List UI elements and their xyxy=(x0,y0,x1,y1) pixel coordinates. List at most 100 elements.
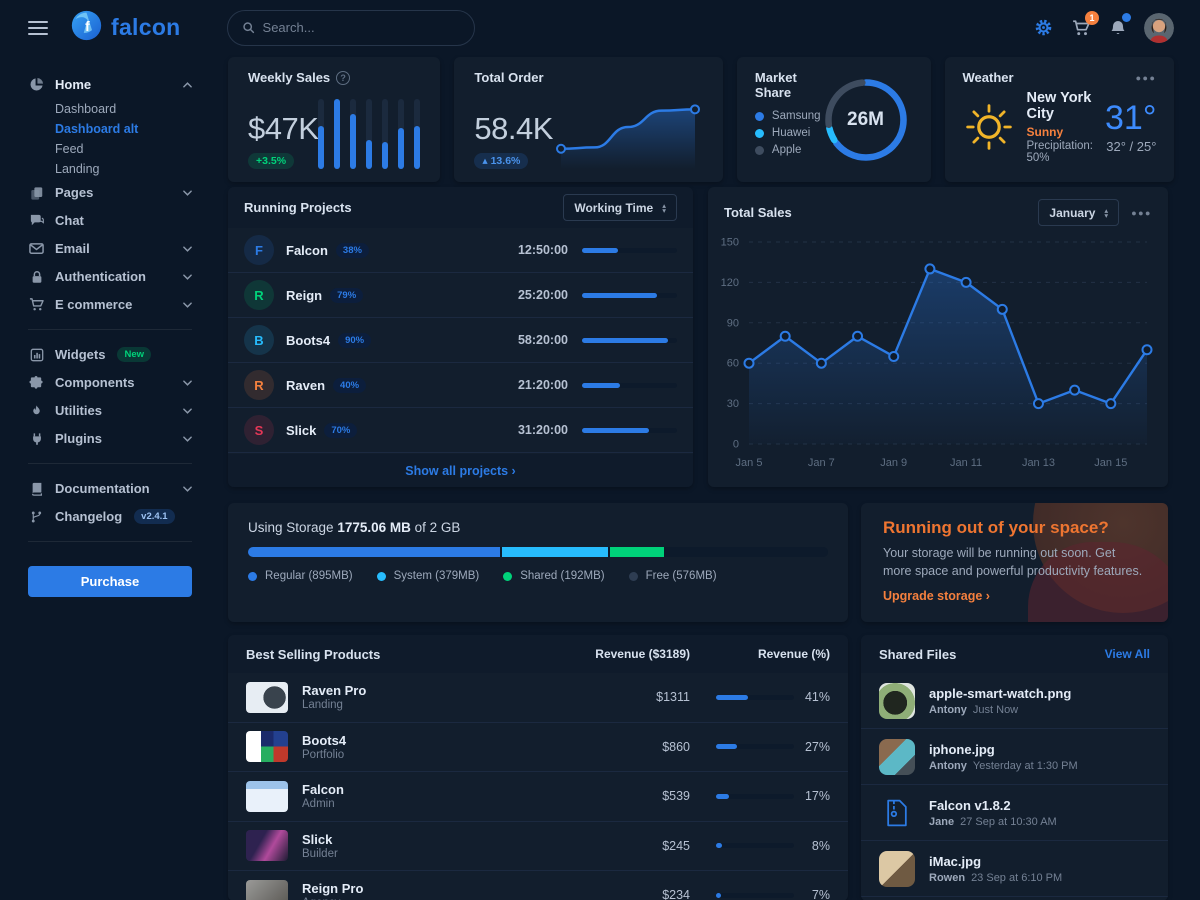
card-title: Shared Files xyxy=(879,646,957,662)
plug-icon xyxy=(28,432,45,446)
weather-city: New York City xyxy=(1026,90,1092,122)
project-time: 25:20:00 xyxy=(517,288,568,302)
ellipsis-icon[interactable]: ●●● xyxy=(1131,207,1152,218)
avatar[interactable] xyxy=(1144,12,1174,43)
project-time: 12:50:00 xyxy=(517,243,568,257)
product-revenue: $234 xyxy=(662,888,690,900)
logo[interactable]: f falcon xyxy=(70,9,181,47)
best-selling-body: Raven Pro Landing $1311 41% Boots4 Portfol… xyxy=(228,673,848,900)
sidebar-item-authentication[interactable]: Authentication xyxy=(28,263,192,290)
chevron-down-icon xyxy=(183,273,192,280)
project-name-link[interactable]: Raven xyxy=(286,377,326,393)
file-name-link[interactable]: iMac.jpg xyxy=(929,853,982,869)
gear-icon xyxy=(1034,18,1053,37)
search-icon xyxy=(242,21,255,34)
product-category: Portfolio xyxy=(302,748,345,761)
product-revenue: $860 xyxy=(662,739,690,754)
shared-file-row: iphone.jpg Antony Yesterday at 1:30 PM xyxy=(861,729,1168,785)
product-name-link[interactable]: Falcon xyxy=(302,782,344,798)
project-name-link[interactable]: Slick xyxy=(286,422,317,438)
legend-dot-icon xyxy=(754,111,764,121)
card-title: Running Projects xyxy=(244,200,352,215)
shared-file-row: Falcon v1.8.2 Jane 27 Sep at 10:30 AM xyxy=(861,785,1168,841)
search-box[interactable] xyxy=(226,9,475,46)
weekly-sales-bar xyxy=(366,99,373,169)
question-icon[interactable]: ? xyxy=(336,70,351,85)
working-time-select[interactable]: Working Time ▴ ▾ xyxy=(563,194,677,221)
project-progress-bar xyxy=(582,337,677,343)
legend-label: Samsung xyxy=(771,110,821,122)
view-all-link[interactable]: View All xyxy=(1104,647,1150,661)
chevron-down-icon xyxy=(183,407,192,414)
sidebar-item-label: Documentation xyxy=(55,481,150,496)
notification-dot xyxy=(1122,12,1131,22)
product-percent-bar xyxy=(716,694,794,700)
project-progress-bar xyxy=(582,382,677,388)
card-title: Best Selling Products xyxy=(246,646,381,662)
project-name-link[interactable]: Boots4 xyxy=(286,332,331,348)
project-progress-bar xyxy=(582,247,677,253)
product-percent: 8% xyxy=(811,838,830,853)
sidebar-item-utilities[interactable]: Utilities xyxy=(28,397,192,424)
product-percent: 7% xyxy=(811,888,830,900)
sidebar-item-dashboard-alt[interactable]: Dashboard alt xyxy=(55,122,139,136)
hamburger-menu-button[interactable] xyxy=(28,20,48,35)
product-thumbnail xyxy=(246,681,288,713)
card-title: Weather xyxy=(962,70,1014,85)
product-percent-bar xyxy=(716,843,794,849)
product-percent: 17% xyxy=(804,789,830,804)
search-input[interactable] xyxy=(262,20,460,35)
legend-label: Apple xyxy=(771,144,802,156)
cart-button[interactable]: 1 xyxy=(1070,10,1099,39)
show-all-projects-link[interactable]: Show all projects › xyxy=(405,463,516,478)
legend-dot-icon xyxy=(248,571,257,581)
market-share-legend: Samsung Huawei Apple xyxy=(754,110,821,156)
weekly-sales-bar xyxy=(382,99,389,169)
sidebar-item-e-commerce[interactable]: E commerce xyxy=(28,291,192,318)
product-thumbnail xyxy=(246,830,288,862)
svg-text:60: 60 xyxy=(727,358,739,370)
product-name-link[interactable]: Slick xyxy=(302,831,333,847)
svg-text:Jan 7: Jan 7 xyxy=(808,457,835,469)
sidebar-item-widgets[interactable]: Widgets New xyxy=(28,341,192,368)
sidebar-item-home[interactable]: Home xyxy=(28,71,192,98)
ellipsis-icon[interactable]: ●●● xyxy=(1135,72,1157,83)
project-name-link[interactable]: Falcon xyxy=(286,242,328,258)
sidebar-item-chat[interactable]: Chat xyxy=(28,207,192,234)
shared-files-card: Shared Files View All apple-smart-watch.… xyxy=(861,635,1168,900)
sidebar-item-pages[interactable]: Pages xyxy=(28,179,192,206)
sidebar-item-landing[interactable]: Landing xyxy=(55,162,100,176)
project-progress-bar xyxy=(582,427,677,433)
product-revenue: $245 xyxy=(662,838,690,853)
sidebar-badge: v2.4.1 xyxy=(134,509,175,524)
envelope-icon xyxy=(28,241,45,256)
product-name-link[interactable]: Raven Pro xyxy=(302,683,367,699)
upgrade-storage-link[interactable]: Upgrade storage › xyxy=(883,589,990,604)
file-name-link[interactable]: iphone.jpg xyxy=(929,741,995,757)
sidebar-item-email[interactable]: Email xyxy=(28,235,192,262)
sidebar-item-dashboard[interactable]: Dashboard xyxy=(55,102,117,116)
sidebar: Home Dashboard Dashboard alt Feed Landing Pag… xyxy=(0,55,216,900)
product-name-link[interactable]: Boots4 xyxy=(302,732,347,748)
legend-dot-icon xyxy=(754,145,764,155)
sidebar-item-documentation[interactable]: Documentation xyxy=(28,475,192,502)
project-row: R Reign 79% 25:20:00 xyxy=(228,273,693,318)
product-name-link[interactable]: Reign Pro xyxy=(302,881,364,897)
sidebar-item-feed[interactable]: Feed xyxy=(55,142,84,156)
topbar-actions: 1 xyxy=(1032,10,1174,43)
file-name-link[interactable]: Falcon v1.8.2 xyxy=(929,797,1011,813)
settings-button[interactable] xyxy=(1032,16,1055,39)
legend-item-huawei: Huawei xyxy=(754,127,821,139)
file-name-link[interactable]: apple-smart-watch.png xyxy=(929,685,1072,701)
month-select[interactable]: January ▴ ▾ xyxy=(1038,199,1120,226)
market-share-total: 26M xyxy=(847,108,884,130)
sidebar-item-plugins[interactable]: Plugins xyxy=(28,425,192,452)
notifications-button[interactable] xyxy=(1107,12,1131,39)
sidebar-item-changelog[interactable]: Changelog v2.4.1 xyxy=(28,503,192,530)
file-user: Rowen xyxy=(929,871,966,884)
sidebar-item-components[interactable]: Components xyxy=(28,369,192,396)
storage-card: Using Storage 1775.06 MB of 2 GB Regular… xyxy=(228,503,848,622)
purchase-button[interactable]: Purchase xyxy=(28,566,192,597)
project-name-link[interactable]: Reign xyxy=(286,287,323,303)
sort-arrows-icon: ▴ ▾ xyxy=(662,200,666,215)
